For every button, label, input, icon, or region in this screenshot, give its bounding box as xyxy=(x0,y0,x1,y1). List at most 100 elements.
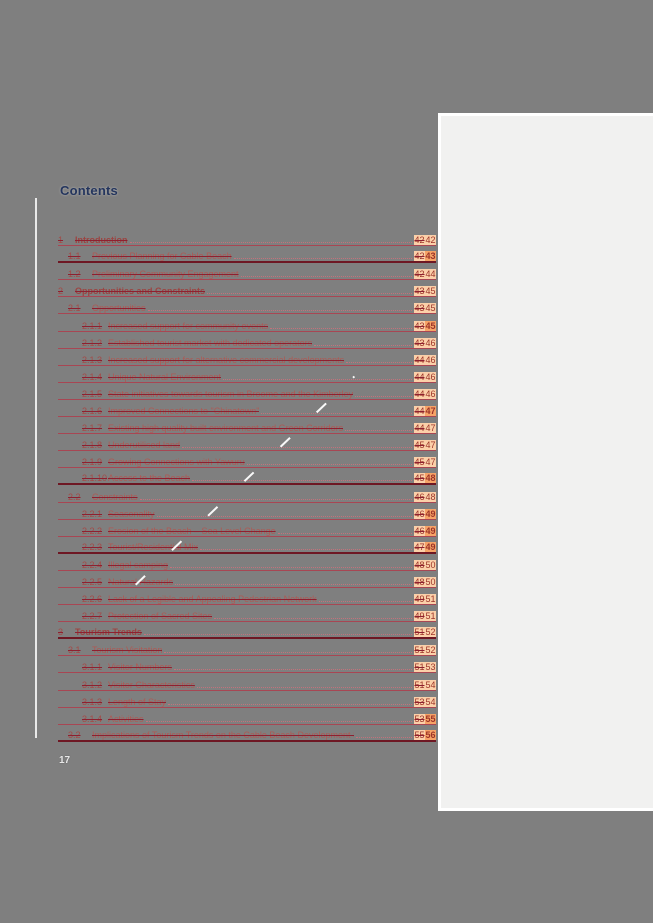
toc-dot-leader xyxy=(196,686,412,688)
toc-entry-title: Increased support for community events xyxy=(108,320,269,331)
toc-page-number-inserted: 52 xyxy=(424,627,436,638)
toc-entry-number: 1.1 xyxy=(68,251,81,262)
toc-entry[interactable]: 2.1.4 Unique Natural Environment 44 46 xyxy=(58,366,436,383)
toc-entry-title: Increased support for alternative commer… xyxy=(108,354,345,365)
toc-page-number-inserted: 47 xyxy=(424,406,436,417)
toc-page-number-deleted: 43 xyxy=(413,286,425,297)
toc-entry-number: 2.1.7 xyxy=(82,423,103,434)
toc-entry-number: 3.2 xyxy=(68,729,81,740)
toc-entry-title: Preliminary Community Engagement xyxy=(92,269,239,280)
toc-entry-number: 2.1.5 xyxy=(82,388,103,399)
toc-page-number-inserted: 46 xyxy=(424,337,436,348)
toc-entry[interactable]: 3.1.3 Length of Stay 53 54 xyxy=(58,691,436,708)
toc-page-number-inserted: 45 xyxy=(424,320,436,331)
toc-page-number-deleted: 45 xyxy=(413,457,425,468)
toc-page-number-inserted: 46 xyxy=(424,388,436,399)
toc-entry[interactable]: 2.2.2 Erosion of the Beach – Sea Level C… xyxy=(58,520,436,537)
toc-entry[interactable]: 3.2 Implications of Tourism Trends on th… xyxy=(58,725,436,742)
toc-dot-leader xyxy=(277,532,412,534)
toc-page-number-inserted: 49 xyxy=(424,525,436,536)
toc-page-number-deleted: 44 xyxy=(413,423,425,434)
toc-dot-leader xyxy=(318,600,412,603)
toc-page-number-inserted: 42 xyxy=(424,235,436,246)
toc-entry[interactable]: 2.2.4 Illegal camping 48 50 xyxy=(58,554,436,571)
toc-dot-leader xyxy=(200,548,412,550)
toc-entry[interactable]: 2.1.7 Existing high quality built enviro… xyxy=(58,417,436,435)
toc-dot-leader xyxy=(233,257,412,260)
toc-dot-leader xyxy=(345,429,412,432)
toc-page-number-deleted: 49 xyxy=(413,611,425,622)
toc-entry[interactable]: 2.2.6 Lack of a Legible and Appealing Pe… xyxy=(58,588,436,606)
toc-page-number-deleted: 51 xyxy=(413,679,425,690)
toc-entry[interactable]: 3 Tourism Trends 51 52 xyxy=(58,622,436,640)
toc-entry-title: Tourism Trends xyxy=(75,627,142,638)
toc-entry[interactable]: 2.1.6 Improved Connections to "Chinatown… xyxy=(58,400,436,418)
toc-dot-leader xyxy=(356,736,412,738)
toc-entry[interactable]: 3.1.4 Activities 53 55 xyxy=(58,708,436,725)
toc-page-number-deleted: 44 xyxy=(413,354,425,365)
toc-entry[interactable]: 2.2.7 Protection of Sacred Sites 49 51 xyxy=(58,605,436,623)
toc-entry-title: Tourism Visitation xyxy=(92,645,163,656)
toc-entry[interactable]: 2.1 Opportunities 43 45 xyxy=(58,297,436,315)
toc-dot-leader xyxy=(145,720,412,722)
toc-dot-leader xyxy=(168,703,412,705)
toc-dot-leader xyxy=(192,479,412,482)
toc-entry-number: 3.1.1 xyxy=(82,662,103,673)
toc-entry-number: 2.2.5 xyxy=(82,576,103,587)
toc-page-number-deleted: 49 xyxy=(413,594,425,605)
toc-entry-title: Visitor Characteristics xyxy=(108,679,195,690)
toc-entry[interactable]: 3.1 Tourism Visitation 51 52 xyxy=(58,639,436,657)
toc-entry-title: Opportunities and Constraints xyxy=(75,286,206,297)
toc-entry-title: Growing Connections with Yawuru xyxy=(108,457,245,468)
toc-page-number-inserted: 46 xyxy=(424,371,436,382)
toc-entry-number: 2.2.3 xyxy=(82,541,103,552)
toc-entry[interactable]: 2.2 Constraints 46 48 xyxy=(58,485,436,503)
toc-entry[interactable]: 2.1.1 Increased support for community ev… xyxy=(58,314,436,332)
toc-page-number-inserted: 50 xyxy=(424,559,436,570)
toc-page-number-deleted: 45 xyxy=(413,440,425,451)
toc-page-number-deleted: 51 xyxy=(413,645,425,656)
toc-entry[interactable]: 2.2.1 Seasonality 46 49 xyxy=(58,503,436,520)
toc-entry[interactable]: 2.1.8 Underutilised land 45 47 xyxy=(58,434,436,452)
toc-dot-leader xyxy=(355,395,412,397)
toc-dot-leader xyxy=(147,309,412,312)
toc-entry-title: Improved Connections to "Chinatown" xyxy=(108,406,260,417)
toc-entry[interactable]: 2.1.9 Growing Connections with Yawuru 45… xyxy=(58,451,436,469)
toc-entry[interactable]: 1.2 Preliminary Community Engagement 42 … xyxy=(58,263,436,281)
toc-entry[interactable]: 1 Introduction 42 42 xyxy=(58,229,436,247)
toc-dot-leader xyxy=(164,651,412,654)
toc-entry[interactable]: 2 Opportunities and Constraints 43 45 xyxy=(58,280,436,298)
toc-entry-number: 3.1 xyxy=(68,645,81,656)
toc-entry-number: 2.2.4 xyxy=(82,559,103,570)
toc-entry-title: Activities xyxy=(108,713,144,724)
toc-dot-leader xyxy=(223,378,412,380)
toc-page-number-inserted: 53 xyxy=(424,662,436,673)
toc-dot-leader xyxy=(214,617,412,620)
toc-entry[interactable]: 2.1.10 Access to the Beach 45 48 xyxy=(58,468,436,486)
toc-page-number-deleted: 44 xyxy=(413,371,425,382)
toc-page-number-inserted: 49 xyxy=(424,508,436,519)
toc-entry-number: 3.1.3 xyxy=(82,696,103,707)
toc-dot-leader xyxy=(175,583,412,585)
toc-page-number-deleted: 48 xyxy=(413,559,425,570)
toc-entry[interactable]: 1.1 Previous Planning for Cable Beach 42… xyxy=(58,246,436,264)
toc-entry-title: Tourist/Residential Mix xyxy=(108,541,199,552)
toc-page-number-inserted: 45 xyxy=(424,303,436,314)
toc-entry-title: Introduction xyxy=(75,235,128,246)
toc-page-number-deleted: 53 xyxy=(413,696,425,707)
toc-page-number-inserted: 55 xyxy=(424,713,436,724)
toc-dot-leader xyxy=(270,327,412,329)
toc-entry[interactable]: 2.1.5 State initiatives towards tourism … xyxy=(58,383,436,400)
toc-entry[interactable]: 2.1.2 Established tourist market with de… xyxy=(58,332,436,349)
toc-entry-number: 2.1.6 xyxy=(82,406,103,417)
toc-dot-leader xyxy=(240,275,412,278)
toc-entry-number: 2.1.1 xyxy=(82,320,103,331)
toc-entry[interactable]: 3.1.2 Visitor Characteristics 51 54 xyxy=(58,673,436,691)
toc-entry[interactable]: 3.1.1 Visitor Numbers 51 53 xyxy=(58,656,436,674)
toc-entry-number: 2.2.2 xyxy=(82,525,103,536)
toc-dot-leader xyxy=(143,633,412,636)
toc-entry-title: Seasonality xyxy=(108,508,155,519)
toc-entry[interactable]: 2.2.3 Tourist/Residential Mix 47 49 xyxy=(58,537,436,554)
toc-entry[interactable]: 2.2.5 Natural Hazards 48 50 xyxy=(58,571,436,588)
toc-entry[interactable]: 2.1.3 Increased support for alternative … xyxy=(58,349,436,366)
